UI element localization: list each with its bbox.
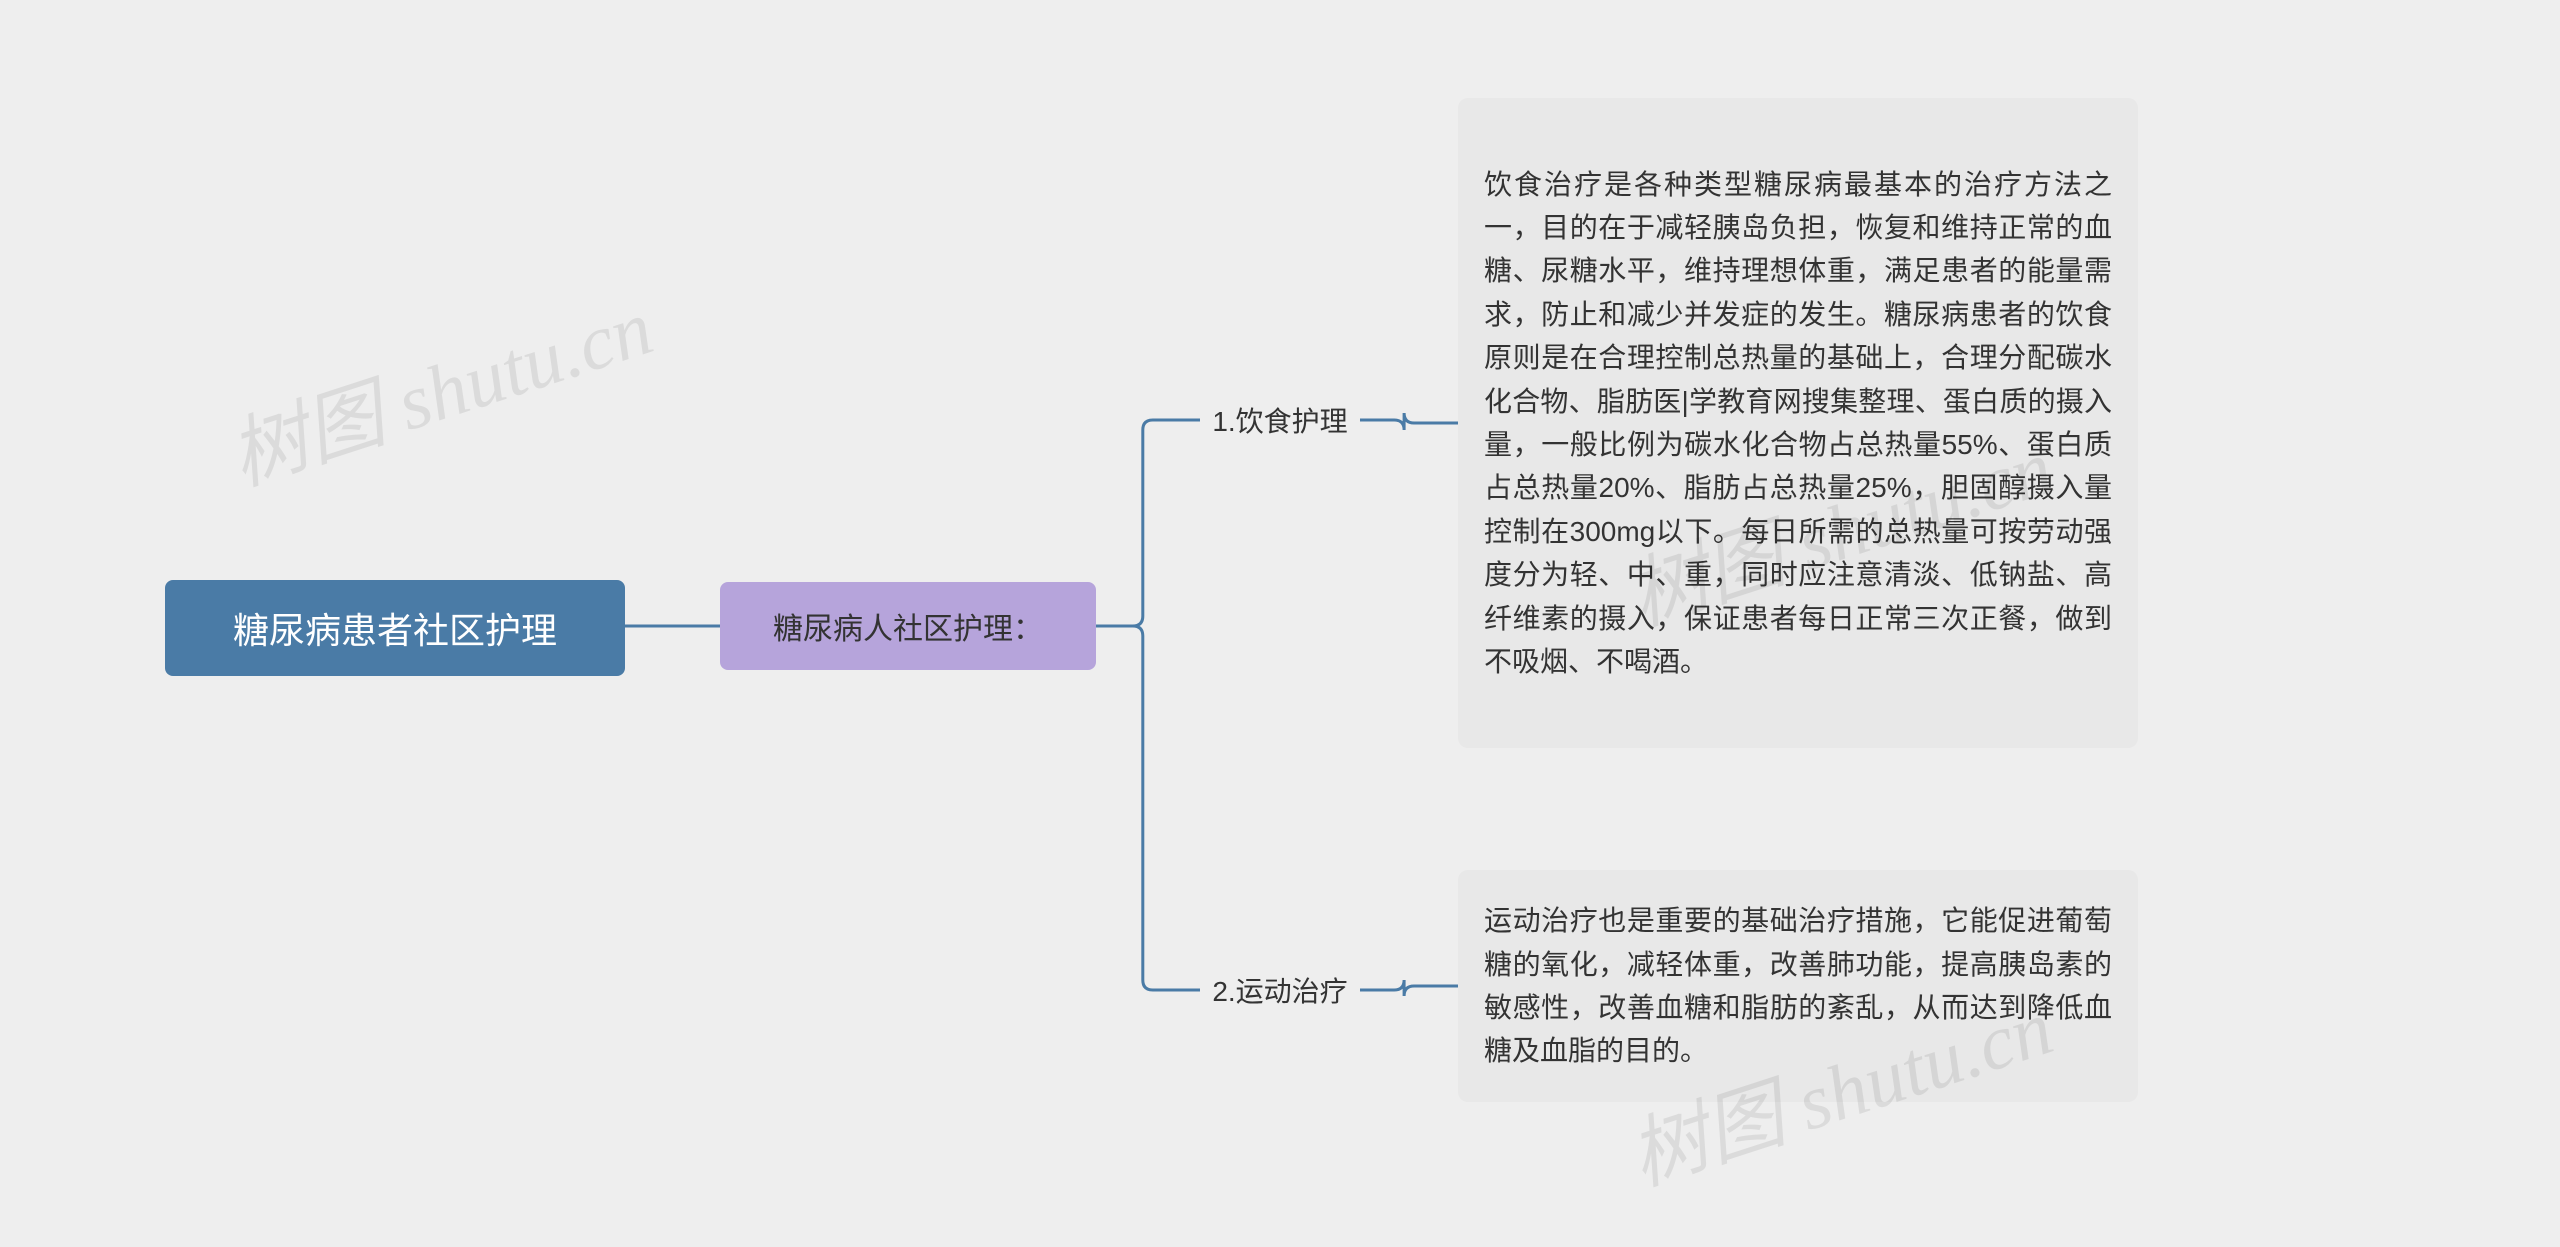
level1-node[interactable]: 糖尿病人社区护理：: [720, 582, 1096, 670]
branch-diet-care[interactable]: 1.饮食护理: [1200, 398, 1360, 442]
connector: [1096, 420, 1200, 626]
root-node[interactable]: 糖尿病患者社区护理: [165, 580, 625, 676]
leaf-exercise-description[interactable]: 运动治疗也是重要的基础治疗措施，它能促进葡萄糖的氧化，减轻体重，改善肺功能，提高…: [1458, 870, 2138, 1102]
branch-exercise-therapy[interactable]: 2.运动治疗: [1200, 968, 1360, 1012]
connector: [1360, 980, 1458, 996]
leaf-diet-description[interactable]: 饮食治疗是各种类型糖尿病最基本的治疗方法之一，目的在于减轻胰岛负担，恢复和维持正…: [1458, 98, 2138, 748]
watermark-text: 树图 shutu.cn: [213, 265, 664, 507]
connector: [1096, 626, 1200, 990]
mindmap-canvas: 糖尿病患者社区护理 糖尿病人社区护理： 1.饮食护理 2.运动治疗 饮食治疗是各…: [0, 0, 2560, 1247]
connector: [1360, 413, 1458, 430]
